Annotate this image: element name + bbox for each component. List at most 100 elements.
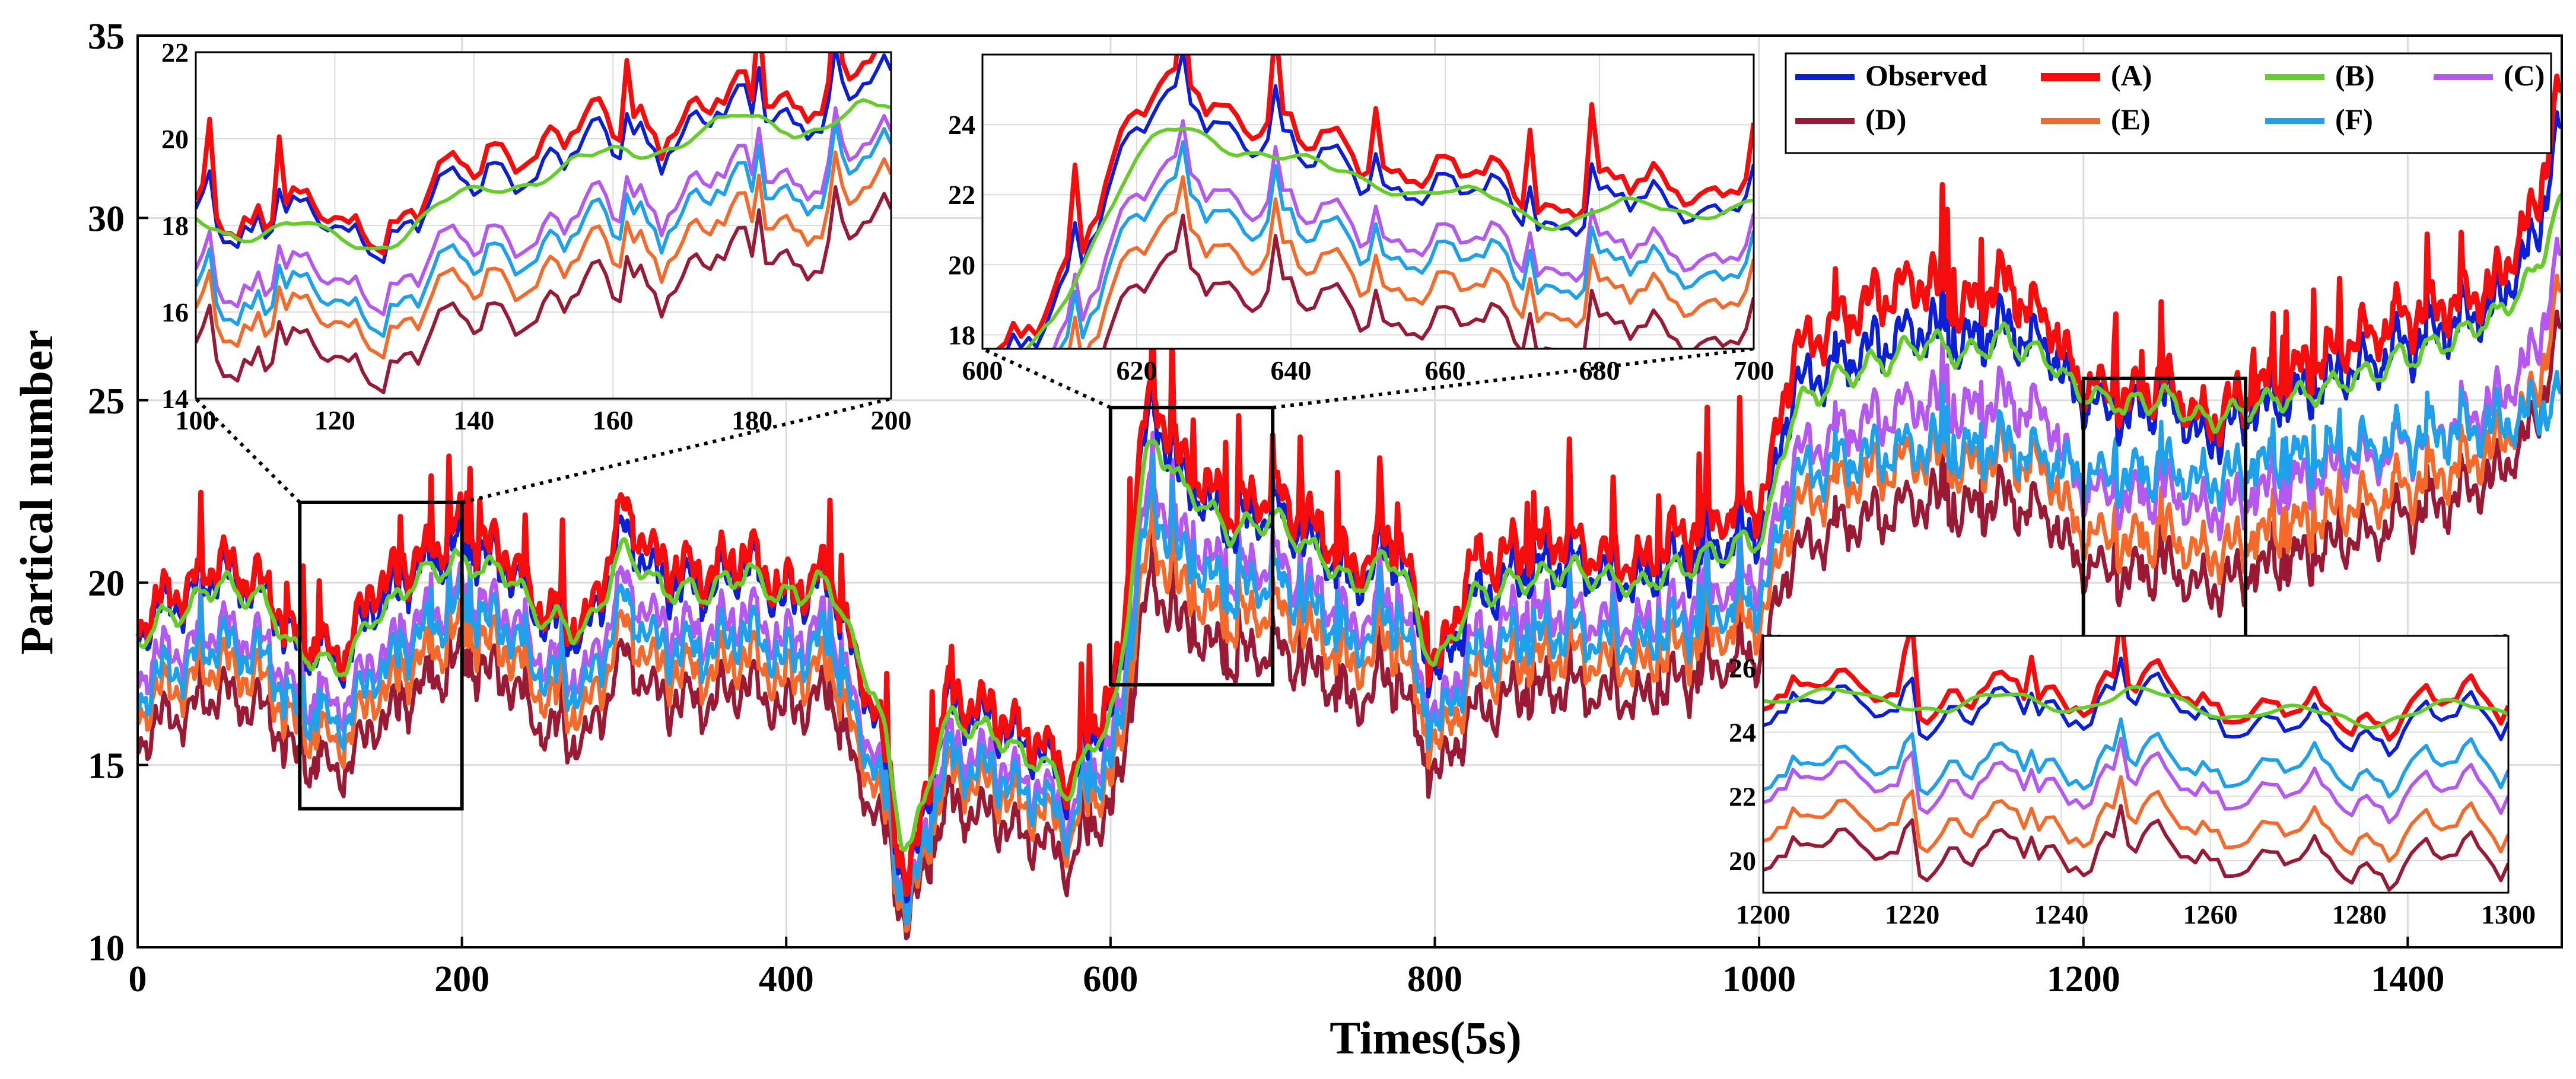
inset-x-tick-label: 120 xyxy=(314,405,355,435)
inset-y-tick-label: 20 xyxy=(1729,846,1756,876)
series-line-a xyxy=(135,74,2563,897)
inset-x-tick-label: 1240 xyxy=(2034,899,2088,930)
zoom-connector-line xyxy=(194,397,301,504)
x-tick-label: 800 xyxy=(1407,959,1462,1000)
legend-item: (A) xyxy=(2041,59,2152,92)
inset-y-tick-label: 22 xyxy=(1729,782,1756,812)
inset-series-line-c xyxy=(196,106,891,317)
inset-series-line-observed xyxy=(196,52,891,265)
inset-x-tick-label: 680 xyxy=(1579,355,1620,386)
inset-y-tick-label: 20 xyxy=(161,124,189,154)
inset-y-tick-label: 20 xyxy=(948,250,975,280)
legend: Observed (A) (B) (C) (D) (E) (F) xyxy=(1785,52,2552,154)
inset-x-tick-label: 1280 xyxy=(2332,899,2387,930)
inset-frame xyxy=(195,51,892,400)
main-series-lines xyxy=(135,74,2564,941)
inset-series-line-d xyxy=(196,185,891,394)
y-tick-label: 20 xyxy=(88,564,125,604)
inset-x-tick-label: 100 xyxy=(176,405,217,435)
inset-x-tick-label: 140 xyxy=(453,405,494,435)
x-tick-label: 1000 xyxy=(1722,959,1796,1000)
inset-series-line-f xyxy=(196,120,891,338)
inset-x-tick-label: 1220 xyxy=(1885,899,1939,930)
inset-y-tick-label: 26 xyxy=(1729,653,1756,683)
x-tick-label: 400 xyxy=(759,959,814,1000)
inset-lines xyxy=(1763,636,2508,892)
series-line-b xyxy=(136,193,2564,852)
inset-series-line-e xyxy=(1763,775,2508,863)
legend-label: (D) xyxy=(1865,103,1906,136)
inset-x-tick-label: 1300 xyxy=(2481,899,2536,930)
x-tick-label: 600 xyxy=(1083,959,1138,1000)
y-axis-title: Partical number xyxy=(11,330,62,655)
inset-x-tick-label: 200 xyxy=(871,405,912,435)
legend-label: (E) xyxy=(2111,103,2151,136)
zoom-connector-line xyxy=(1272,347,1754,410)
x-tick-label: 1200 xyxy=(2047,959,2120,1000)
inset-x-tick-label: 1200 xyxy=(1736,899,1791,930)
inset-series-line-d xyxy=(1074,214,1754,349)
y-tick-label: 25 xyxy=(88,381,125,422)
zoom-connector-line xyxy=(461,397,892,504)
inset-lines xyxy=(996,55,1754,349)
inset-series-line-e xyxy=(1067,175,1754,349)
inset-x-tick-label: 180 xyxy=(732,405,772,435)
inset-x-tick-label: 620 xyxy=(1117,355,1157,386)
inset-lines xyxy=(196,52,891,394)
inset-x-tick-label: 1260 xyxy=(2183,899,2238,930)
zoom-source-box xyxy=(1108,406,1275,687)
inset-100-200: 100 120 140 160 180 200 14 16 18 20 22 xyxy=(161,37,912,435)
series-line-f xyxy=(136,370,2563,926)
legend-label: Observed xyxy=(1865,59,1987,92)
inset-x-tick-label: 640 xyxy=(1271,355,1312,386)
inset-x-tick-label: 660 xyxy=(1425,355,1466,386)
inset-y-tick-label: 16 xyxy=(161,297,189,327)
main-axes: 0 200 400 600 800 1000 1200 1400 10 15 20 25 30 35 xyxy=(88,17,2563,1000)
legend-label: (A) xyxy=(2111,59,2152,92)
inset-series-line-a xyxy=(1763,636,2508,742)
legend-item: (C) xyxy=(2434,59,2545,92)
zoom-source-box xyxy=(298,500,464,811)
x-tick-label: 200 xyxy=(434,959,489,1000)
inset-x-tick-label: 700 xyxy=(1734,355,1774,386)
inset-1200-1300: 1200 1220 1240 1260 1280 1300 20 22 24 26 xyxy=(1729,635,2536,930)
insets: 100 120 140 160 180 200 14 16 18 20 22 600 620 640 660… xyxy=(161,37,2536,930)
plot-frame xyxy=(136,34,2563,948)
inset-series-line-c xyxy=(1052,119,1754,349)
x-tick-label: 0 xyxy=(129,959,147,1000)
x-axis-title: Times(5s) xyxy=(1330,1012,1522,1064)
series-line-e xyxy=(136,273,2562,933)
series-line-d xyxy=(136,310,2562,941)
x-tick-label: 1400 xyxy=(2371,959,2444,1000)
legend-item: (F) xyxy=(2265,103,2373,136)
y-tick-label: 10 xyxy=(88,928,125,969)
inset-y-tick-label: 18 xyxy=(161,211,189,241)
legend-label: (C) xyxy=(2504,59,2545,92)
inset-series-line-observed xyxy=(1763,656,2508,757)
inset-series-line-d xyxy=(1763,804,2508,892)
inset-series-line-b xyxy=(1763,685,2508,730)
legend-label: (F) xyxy=(2335,103,2373,136)
zoom-connector-line xyxy=(981,347,1112,409)
legend-label: (B) xyxy=(2335,59,2375,92)
legend-box xyxy=(1785,52,2552,154)
inset-series-line-b xyxy=(1025,126,1754,349)
inset-frame xyxy=(981,53,1755,350)
legend-item: (E) xyxy=(2041,103,2151,136)
legend-item: (B) xyxy=(2265,59,2375,92)
y-tick-label: 15 xyxy=(88,746,125,787)
y-tick-label: 30 xyxy=(88,199,125,239)
inset-x-tick-label: 160 xyxy=(593,405,634,435)
inset-series-line-e xyxy=(196,150,891,360)
inset-series-line-b xyxy=(196,98,891,251)
inset-series-line-a xyxy=(996,55,1754,349)
inset-y-tick-label: 24 xyxy=(1729,717,1756,747)
inset-y-tick-label: 22 xyxy=(161,37,189,68)
inset-600-700: 600 620 640 660 680 700 18 20 22 24 xyxy=(948,53,1774,386)
inset-y-tick-label: 22 xyxy=(948,180,975,210)
inset-series-line-f xyxy=(1763,717,2508,799)
inset-series-line-a xyxy=(196,52,878,256)
inset-series-line-c xyxy=(1763,736,2508,825)
inset-y-tick-label: 18 xyxy=(948,320,975,350)
inset-y-tick-label: 24 xyxy=(948,110,975,140)
